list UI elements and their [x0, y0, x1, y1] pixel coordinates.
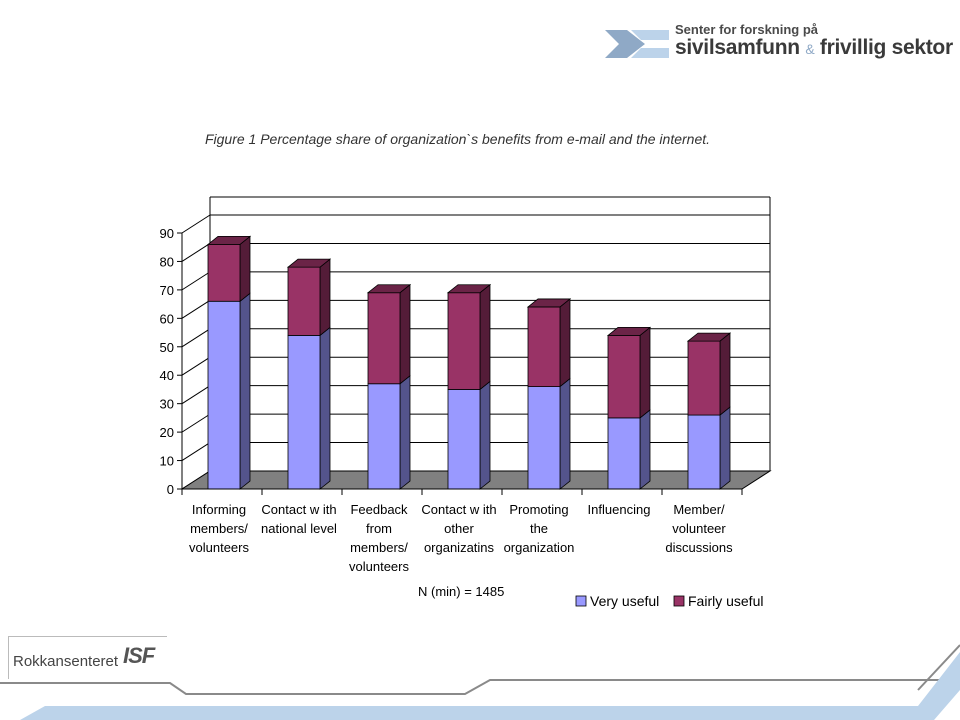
- bar-segment: [367, 383, 401, 490]
- bar-side: [559, 298, 571, 388]
- bar-side: [399, 283, 411, 385]
- bar-segment: [527, 386, 561, 490]
- bar-segment: [607, 417, 641, 490]
- x-tick-label: volunteer: [672, 521, 726, 536]
- x-tick-label: Promoting: [509, 502, 568, 517]
- bar-side: [479, 380, 491, 490]
- x-tick-label: Contact w ith: [261, 502, 336, 517]
- bar-segment: [287, 334, 321, 490]
- side-wall-gridline: [181, 299, 211, 319]
- y-tick-label: 90: [160, 226, 174, 241]
- bar-side: [319, 326, 331, 490]
- x-tick-label: organization: [504, 540, 575, 555]
- chart-legend: Very useful Fairly useful: [575, 593, 763, 609]
- side-wall-gridline: [181, 214, 211, 234]
- y-tick-label: 40: [160, 368, 174, 383]
- y-tick-label: 30: [160, 397, 174, 412]
- legend-label: Fairly useful: [688, 593, 763, 609]
- y-tick-label: 20: [160, 425, 174, 440]
- bar-segment: [207, 300, 241, 490]
- bar-segment: [527, 306, 561, 388]
- bar-side: [399, 374, 411, 490]
- y-tick-label: 60: [160, 311, 174, 326]
- x-tick-label: organizatins: [424, 540, 495, 555]
- y-tick-label: 70: [160, 283, 174, 298]
- side-wall-gridline: [181, 328, 211, 348]
- side-wall-gridline: [181, 243, 211, 262]
- x-tick-label: from: [366, 521, 392, 536]
- x-tick-label: volunteers: [189, 540, 249, 555]
- sample-size-note: N (min) = 1485: [418, 584, 504, 599]
- bar-side: [479, 283, 491, 391]
- bar-side: [639, 409, 651, 490]
- x-tick-label: discussions: [665, 540, 733, 555]
- bar-side: [639, 326, 651, 419]
- side-wall-gridline: [181, 442, 211, 461]
- y-tick-label: 0: [167, 482, 174, 497]
- y-tick-label: 50: [160, 340, 174, 355]
- cfs-logo: Senter for forskning på sivilsamfunn & f…: [605, 22, 953, 64]
- legend-swatch: [575, 595, 587, 607]
- side-wall-gridline: [181, 356, 211, 376]
- x-tick-label: national level: [261, 521, 337, 536]
- x-tick-label: Influencing: [588, 502, 651, 517]
- bar-top: [526, 298, 572, 308]
- chart-text-layer: 0 10 20 30 40 50 60 70 80 90 Informing members/volu…: [160, 226, 743, 574]
- bar-segment: [367, 292, 401, 385]
- bar-segment: [447, 389, 481, 490]
- bar-side: [239, 235, 251, 303]
- legend-swatch: [673, 595, 685, 607]
- logo-line-2-right: frivillig sektor: [819, 36, 953, 59]
- x-tick-label: members/: [190, 521, 248, 536]
- cfs-logo-mark-icon: [605, 30, 669, 58]
- chart-bars-layer: [206, 235, 732, 490]
- bar-side: [559, 377, 571, 490]
- y-tick-label: 10: [160, 454, 174, 469]
- x-tick-label: the: [530, 521, 548, 536]
- bar-segment: [447, 292, 481, 390]
- rokkansenteret-logo-text: Rokkansenteret: [13, 653, 119, 670]
- y-tick-label: 80: [160, 254, 174, 269]
- bar-top: [366, 284, 412, 294]
- bar-top: [206, 235, 252, 245]
- logo-line-2: sivilsamfunn & frivillig sektor: [675, 36, 953, 60]
- bar-side: [719, 406, 731, 490]
- x-tick-label: members/: [350, 540, 408, 555]
- bar-segment: [207, 243, 241, 302]
- bar-segment: [607, 334, 641, 419]
- bar-segment: [687, 340, 721, 416]
- bar-segment: [687, 414, 721, 490]
- logo-line-2-left: sivilsamfunn: [675, 36, 800, 59]
- x-tick-label: Member/: [673, 502, 725, 517]
- side-wall-gridline: [181, 413, 211, 433]
- bar-top: [446, 284, 492, 294]
- isf-logo-text: ISF: [123, 643, 155, 668]
- x-tick-label: Feedback: [350, 502, 408, 517]
- side-wall-gridline: [181, 271, 211, 291]
- x-tick-label: volunteers: [349, 559, 409, 574]
- figure-caption: Figure 1 Percentage share of organizatio…: [204, 131, 711, 147]
- bar-top: [606, 326, 652, 336]
- logo-ampersand: &: [805, 41, 815, 57]
- x-tick-label: Informing: [192, 502, 246, 517]
- side-wall-gridline: [181, 385, 211, 405]
- legend-label: Very useful: [590, 593, 659, 609]
- rokkansenteret-isf-logo: Rokkansenteret ISF: [8, 636, 167, 679]
- bar-side: [719, 332, 731, 416]
- bar-top: [686, 332, 732, 342]
- bar-top: [286, 258, 332, 268]
- bar-side: [239, 292, 251, 490]
- logo-line-1: Senter for forskning på: [675, 22, 819, 37]
- x-tick-label: Contact w ith: [421, 502, 496, 517]
- x-tick-label: other: [444, 521, 474, 536]
- bar-segment: [287, 266, 321, 336]
- bar-side: [319, 258, 331, 337]
